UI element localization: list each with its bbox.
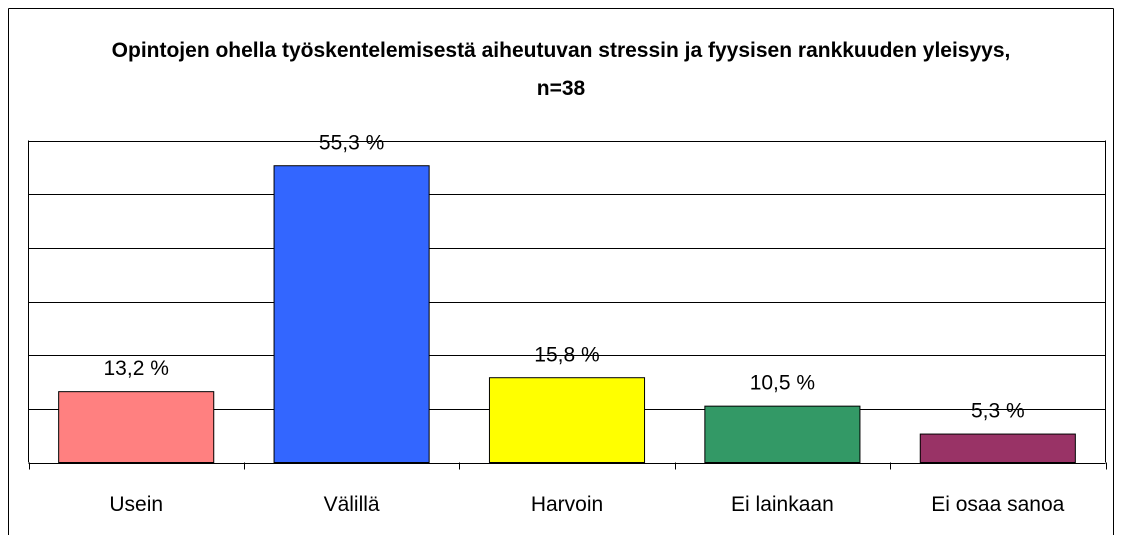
x-tick-label: Harvoin bbox=[531, 493, 603, 516]
x-tick-label: Usein bbox=[109, 493, 163, 516]
bar bbox=[704, 405, 861, 463]
data-label: 13,2 % bbox=[104, 357, 169, 380]
data-label: 10,5 % bbox=[750, 372, 815, 395]
data-label: 5,3 % bbox=[971, 400, 1025, 423]
chart-title: Opintojen ohella työskentelemisestä aihe… bbox=[111, 39, 1011, 100]
x-tick-label: Ei osaa sanoa bbox=[931, 493, 1064, 516]
bar bbox=[919, 433, 1076, 464]
bar bbox=[58, 391, 215, 463]
bar bbox=[488, 377, 646, 463]
x-tick-label: Välillä bbox=[324, 493, 380, 516]
data-label: 15,8 % bbox=[534, 343, 599, 366]
bar bbox=[273, 165, 430, 463]
data-label: 55,3 % bbox=[319, 131, 384, 154]
x-tick-label: Ei lainkaan bbox=[731, 493, 834, 516]
